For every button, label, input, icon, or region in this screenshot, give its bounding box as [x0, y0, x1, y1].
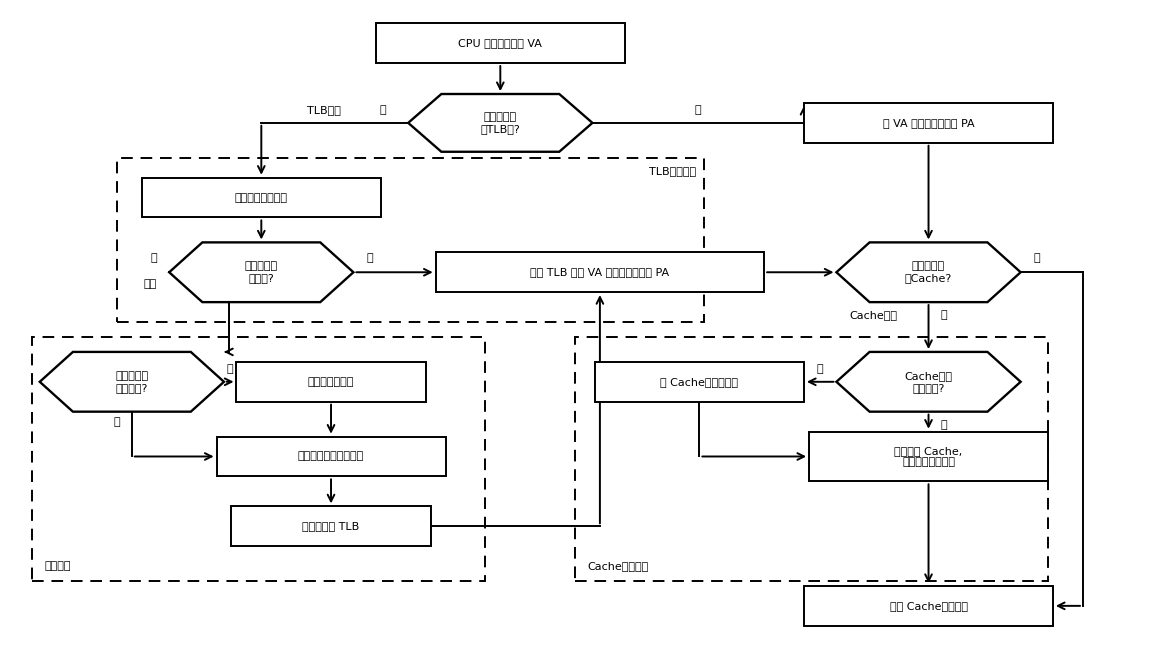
Text: 更新页表和 TLB: 更新页表和 TLB [303, 521, 359, 531]
Text: 主存中存在
空闲页框?: 主存中存在 空闲页框? [115, 371, 148, 393]
Text: 从主存换出一页: 从主存换出一页 [307, 377, 355, 387]
FancyBboxPatch shape [595, 362, 805, 402]
FancyBboxPatch shape [809, 432, 1049, 482]
Text: 否: 否 [151, 253, 158, 263]
Text: 访问 Cache存取数据: 访问 Cache存取数据 [890, 601, 968, 611]
FancyBboxPatch shape [376, 23, 625, 63]
Text: TLB缺失处理: TLB缺失处理 [649, 165, 696, 175]
Text: 访问页面在
主存中?: 访问页面在 主存中? [245, 261, 277, 283]
Text: Cache缺失处理: Cache缺失处理 [587, 561, 648, 571]
Text: 是: 是 [940, 420, 947, 430]
FancyBboxPatch shape [435, 252, 764, 292]
Text: 是: 是 [366, 253, 373, 263]
Text: Cache中存
在空闲行?: Cache中存 在空闲行? [905, 371, 953, 393]
Text: 更新 TLB 并将 VA 转换为物理地址 PA: 更新 TLB 并将 VA 转换为物理地址 PA [531, 267, 670, 277]
Polygon shape [409, 94, 593, 152]
Text: CPU 给出虚拟地址 VA: CPU 给出虚拟地址 VA [458, 38, 542, 48]
Text: 是: 是 [113, 417, 120, 427]
FancyBboxPatch shape [216, 437, 445, 476]
Text: 从 Cache替换出一块: 从 Cache替换出一块 [661, 377, 739, 387]
FancyBboxPatch shape [805, 586, 1053, 626]
FancyBboxPatch shape [236, 362, 426, 402]
FancyBboxPatch shape [142, 177, 381, 217]
Polygon shape [837, 352, 1021, 412]
Text: 将 VA 转换为物理地址 PA: 将 VA 转换为物理地址 PA [883, 118, 975, 128]
Text: 否: 否 [817, 364, 823, 374]
Polygon shape [837, 242, 1021, 302]
Text: 缺页: 缺页 [144, 279, 158, 289]
Text: 否: 否 [380, 105, 387, 115]
Text: 否: 否 [227, 364, 234, 374]
Text: 否: 否 [940, 310, 947, 320]
Text: 是: 是 [695, 105, 702, 115]
Text: 是: 是 [1034, 253, 1041, 263]
Polygon shape [40, 352, 224, 412]
Text: 缺页处理: 缺页处理 [44, 561, 70, 571]
Text: 访问主存中的页表: 访问主存中的页表 [235, 193, 288, 203]
FancyBboxPatch shape [231, 506, 430, 546]
Text: 对应主存块
在Cache?: 对应主存块 在Cache? [905, 261, 952, 283]
Text: 主存块送 Cache,
并置标记和有效位: 主存块送 Cache, 并置标记和有效位 [894, 446, 962, 468]
Polygon shape [169, 242, 353, 302]
FancyBboxPatch shape [805, 103, 1053, 143]
Text: Cache缺失: Cache缺失 [849, 310, 898, 320]
Text: 从磁盘读出一页到主存: 从磁盘读出一页到主存 [298, 452, 364, 462]
Text: TLB缺失: TLB缺失 [306, 105, 341, 115]
Text: 对应页表项
在TLB中?: 对应页表项 在TLB中? [480, 112, 520, 133]
